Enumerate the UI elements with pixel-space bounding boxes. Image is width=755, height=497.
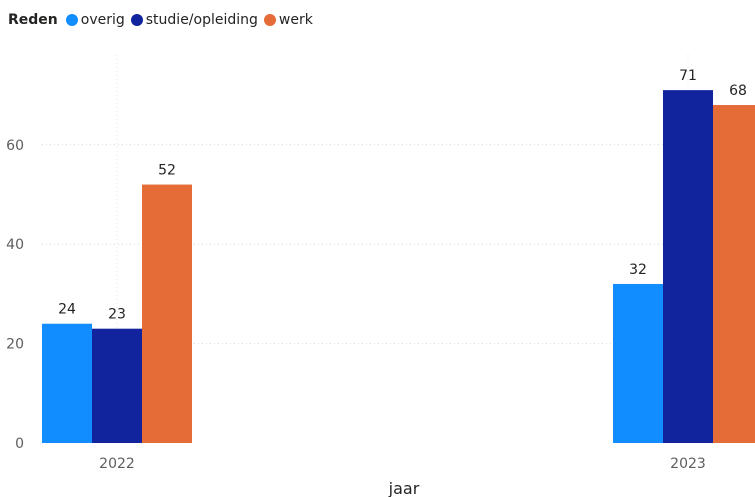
bar-studie-opleiding-2022[interactable] <box>92 328 142 443</box>
legend-title: Reden <box>8 12 58 28</box>
data-label-overig-2023: 32 <box>629 262 647 278</box>
bar-werk-2023[interactable] <box>713 105 755 443</box>
x-axis-title: jaar <box>388 479 420 497</box>
bar-werk-2022[interactable] <box>142 184 192 443</box>
bar-overig-2022[interactable] <box>42 323 92 443</box>
legend-marker-studie-opleiding <box>130 14 143 26</box>
data-label-studie-opleiding-2022: 23 <box>108 307 126 323</box>
y-tick-label-0: 0 <box>15 436 24 452</box>
x-tick-label-2022: 2022 <box>99 456 135 472</box>
data-label-overig-2022: 24 <box>58 302 76 318</box>
data-label-werk-2022: 52 <box>158 163 176 179</box>
legend: Reden overig studie/opleiding werk <box>8 10 319 30</box>
x-tick-label-2023: 2023 <box>670 456 706 472</box>
y-tick-label-60: 60 <box>6 138 24 154</box>
legend-marker-werk <box>263 14 276 26</box>
data-label-werk-2023: 68 <box>729 83 747 99</box>
legend-label-studie-opleiding: studie/opleiding <box>145 12 258 28</box>
legend-item-werk[interactable]: werk <box>263 12 313 28</box>
bar-overig-2023[interactable] <box>613 283 663 443</box>
y-tick-label-20: 20 <box>6 337 24 353</box>
legend-item-overig[interactable]: overig <box>65 12 125 28</box>
legend-marker-overig <box>65 14 78 26</box>
y-tick-label-40: 40 <box>6 237 24 253</box>
data-label-studie-opleiding-2023: 71 <box>679 68 697 84</box>
legend-item-studie-opleiding[interactable]: studie/opleiding <box>130 12 258 28</box>
bar-studie-opleiding-2023[interactable] <box>663 90 713 443</box>
legend-label-werk: werk <box>278 12 313 28</box>
legend-label-overig: overig <box>80 12 125 28</box>
